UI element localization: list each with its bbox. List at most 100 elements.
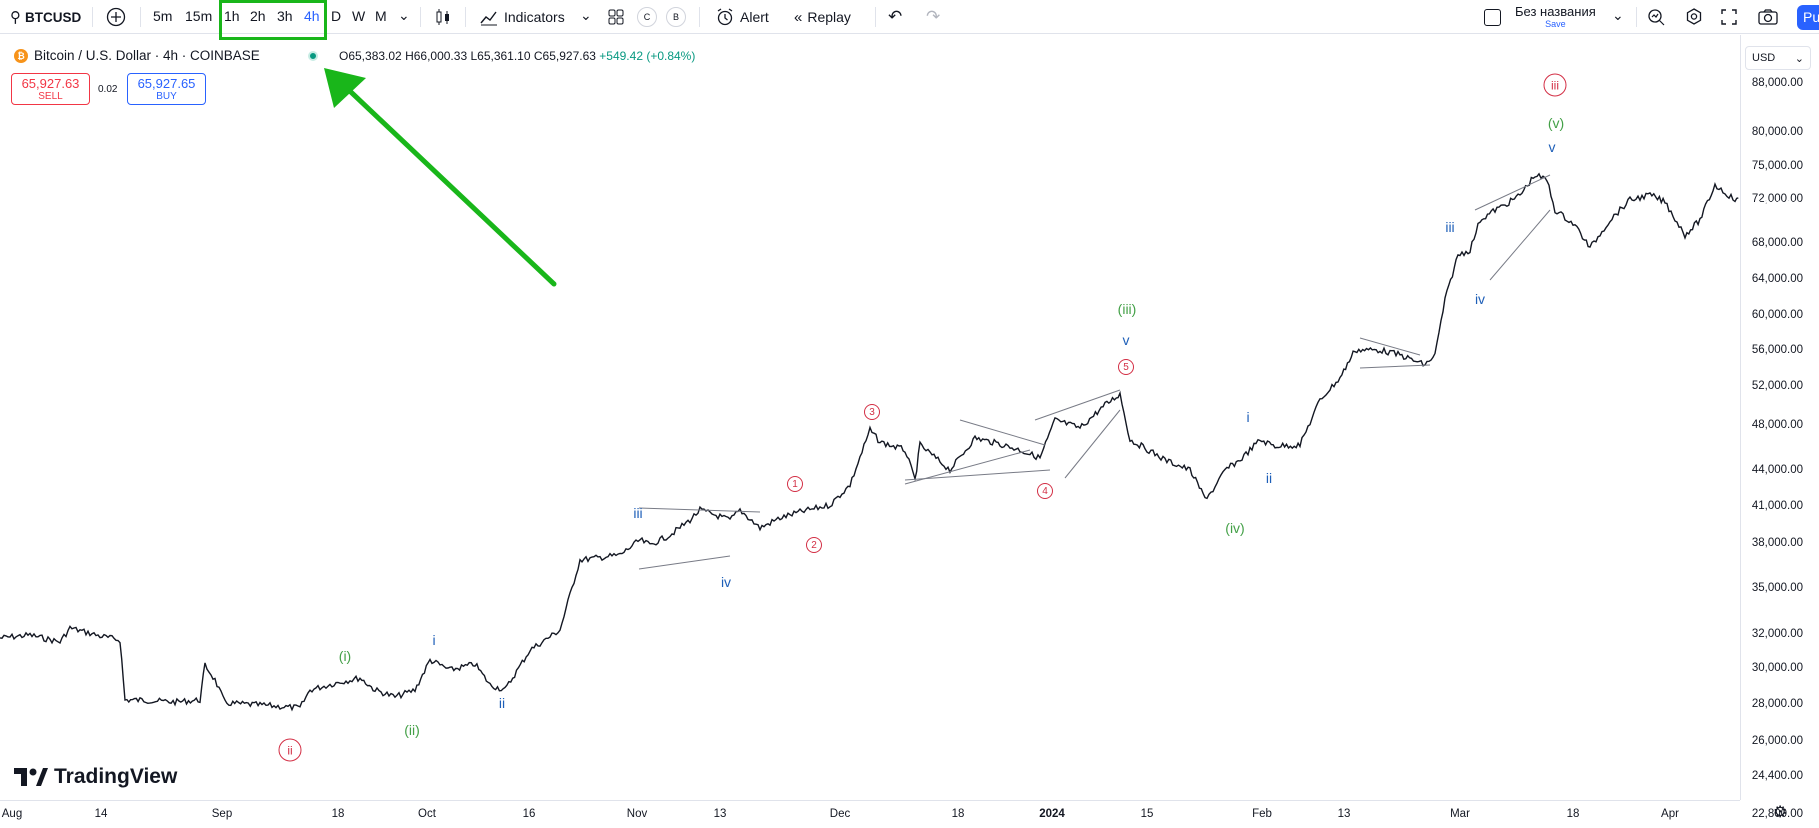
timeframe-d[interactable]: D (331, 8, 342, 24)
wave-label-green: (ii) (404, 722, 420, 738)
chart-canvas[interactable] (0, 35, 1740, 800)
buy-label: BUY (156, 91, 177, 102)
quick-search-button[interactable] (1646, 0, 1666, 34)
tradingview-logo-icon (14, 768, 48, 786)
fullscreen-button[interactable] (1720, 0, 1738, 34)
trendline[interactable] (1064, 409, 1121, 479)
c-circle-icon: C (637, 7, 657, 27)
wave-label-red-circle: iii (1543, 73, 1567, 97)
wave-label-blue: ii (498, 695, 506, 711)
ohlc-change: +549.42 (+0.84%) (599, 49, 696, 63)
symbol-search[interactable]: ⚲ BTCUSD (10, 0, 81, 34)
time-axis[interactable]: Aug 14 Sep 18 Oct 16 Nov 13 Dec 18 2024 15 Feb 13 Mar 1… (0, 800, 1740, 828)
buy-button[interactable]: 65,927.65 BUY (127, 73, 206, 105)
sell-button[interactable]: 65,927.63 SELL (11, 73, 90, 105)
time-tick: Feb (1252, 808, 1272, 820)
wave-label-green: (iv) (1225, 520, 1245, 536)
add-circle-icon (106, 7, 126, 27)
timeframe-3h[interactable]: 3h (277, 8, 293, 24)
price-tick: 22,800.00 (1751, 808, 1803, 820)
ohlc-high: H66,000.33 (405, 49, 468, 63)
wave-label-green: (v) (1547, 115, 1565, 131)
layout-button[interactable]: Без названия Save (1484, 0, 1596, 34)
timeframe-5m[interactable]: 5m (153, 8, 173, 24)
circle-c-button[interactable]: C (637, 0, 657, 34)
wave-label-blue: i (1246, 409, 1250, 425)
trendline[interactable] (904, 469, 1051, 481)
legend-title: Bitcoin / U.S. Dollar · 4h · COINBASE (34, 48, 260, 63)
timeframe-1h[interactable]: 1h (224, 8, 240, 24)
compare-button[interactable] (106, 0, 126, 34)
chart-settings-gear-icon[interactable]: ⚙ (1773, 804, 1788, 821)
chart-type-button[interactable] (433, 0, 453, 34)
price-tick: 30,000.00 (1751, 662, 1803, 674)
price-tick: 28,000.00 (1751, 698, 1803, 710)
timeframe-m[interactable]: M (375, 8, 387, 24)
price-tick: 60,000.00 (1751, 309, 1803, 321)
price-line (0, 172, 1739, 712)
wave-label-green: (iii) (1117, 301, 1137, 317)
trendline[interactable] (1474, 174, 1551, 211)
indicators-button[interactable]: Indicators (479, 0, 565, 34)
time-tick: 18 (331, 808, 345, 820)
price-tick: 41,000.00 (1751, 500, 1803, 512)
layout-chevron-icon[interactable]: ⌄ (1612, 7, 1624, 23)
time-tick: 16 (522, 808, 536, 820)
price-tick: 35,000.00 (1751, 582, 1803, 594)
symbol-legend[interactable]: ₿ Bitcoin / U.S. Dollar · 4h · COINBASE (14, 48, 260, 63)
replay-button[interactable]: « Replay (794, 0, 851, 34)
trendline[interactable] (1359, 337, 1421, 356)
price-tick: 72,000.00 (1751, 193, 1803, 205)
timeframe-2h[interactable]: 2h (250, 8, 266, 24)
price-tick: 64,000.00 (1751, 273, 1803, 285)
rewind-icon: « (794, 8, 803, 26)
trendline[interactable] (1359, 364, 1431, 369)
time-tick: 2024 (1039, 808, 1065, 820)
time-tick: 18 (951, 808, 965, 820)
time-tick: Dec (829, 808, 851, 820)
trendlines (638, 174, 1551, 570)
price-tick: 38,000.00 (1751, 537, 1803, 549)
timeframe-highlight-box (219, 0, 327, 40)
timeframe-w[interactable]: W (352, 8, 366, 24)
price-tick: 48,000.00 (1751, 419, 1803, 431)
layout-save-label: Save (1545, 19, 1566, 29)
time-tick: Aug (1, 808, 23, 820)
timeframe-dropdown-chevron-icon[interactable]: ⌄ (398, 7, 410, 23)
trendline[interactable] (638, 507, 761, 513)
publish-button[interactable]: Pu (1797, 5, 1819, 30)
trendline[interactable] (1034, 389, 1121, 421)
time-tick: Oct (418, 808, 436, 820)
price-tick: 75,000.00 (1751, 160, 1803, 172)
price-tick: 26,000.00 (1751, 735, 1803, 747)
timeframe-4h[interactable]: 4h (304, 8, 320, 24)
ohlc-low: L65,361.10 (470, 49, 531, 63)
chart-area[interactable] (0, 35, 1819, 828)
time-tick: Sep (211, 808, 233, 820)
wave-label-blue: i (432, 632, 436, 648)
indicators-label: Indicators (504, 9, 565, 25)
wave-label-green: (i) (338, 648, 352, 664)
indicators-chevron-icon[interactable]: ⌄ (580, 7, 592, 23)
timeframe-15m[interactable]: 15m (185, 8, 213, 24)
chevron-down-icon: ⌄ (1794, 53, 1804, 65)
tradingview-watermark[interactable]: TradingView (14, 765, 177, 789)
trendline[interactable] (1489, 209, 1551, 281)
redo-button[interactable]: ↷ (926, 0, 940, 34)
trendline[interactable] (638, 555, 731, 570)
trendline[interactable] (959, 419, 1046, 446)
templates-button[interactable] (607, 0, 625, 34)
snapshot-button[interactable] (1757, 0, 1779, 34)
alert-button[interactable]: Alert (715, 0, 769, 34)
settings-button[interactable] (1684, 0, 1704, 34)
watermark-text: TradingView (54, 765, 178, 788)
price-axis[interactable]: 88,000.00 80,000.00 75,000.00 72,000.00 68,0… (1740, 35, 1819, 820)
circle-b-button[interactable]: B (666, 0, 686, 34)
wave-label-blue: v (1548, 139, 1556, 155)
undo-button[interactable]: ↶ (888, 0, 902, 34)
price-badge-low: 67,021.38 (1748, 216, 1800, 228)
wave-label-red-circle: 4 (1037, 483, 1053, 499)
market-status-dot[interactable] (308, 51, 318, 61)
price-badge-high: 69,262.36 (1748, 200, 1800, 212)
currency-select[interactable]: USD ⌄ (1745, 46, 1811, 70)
